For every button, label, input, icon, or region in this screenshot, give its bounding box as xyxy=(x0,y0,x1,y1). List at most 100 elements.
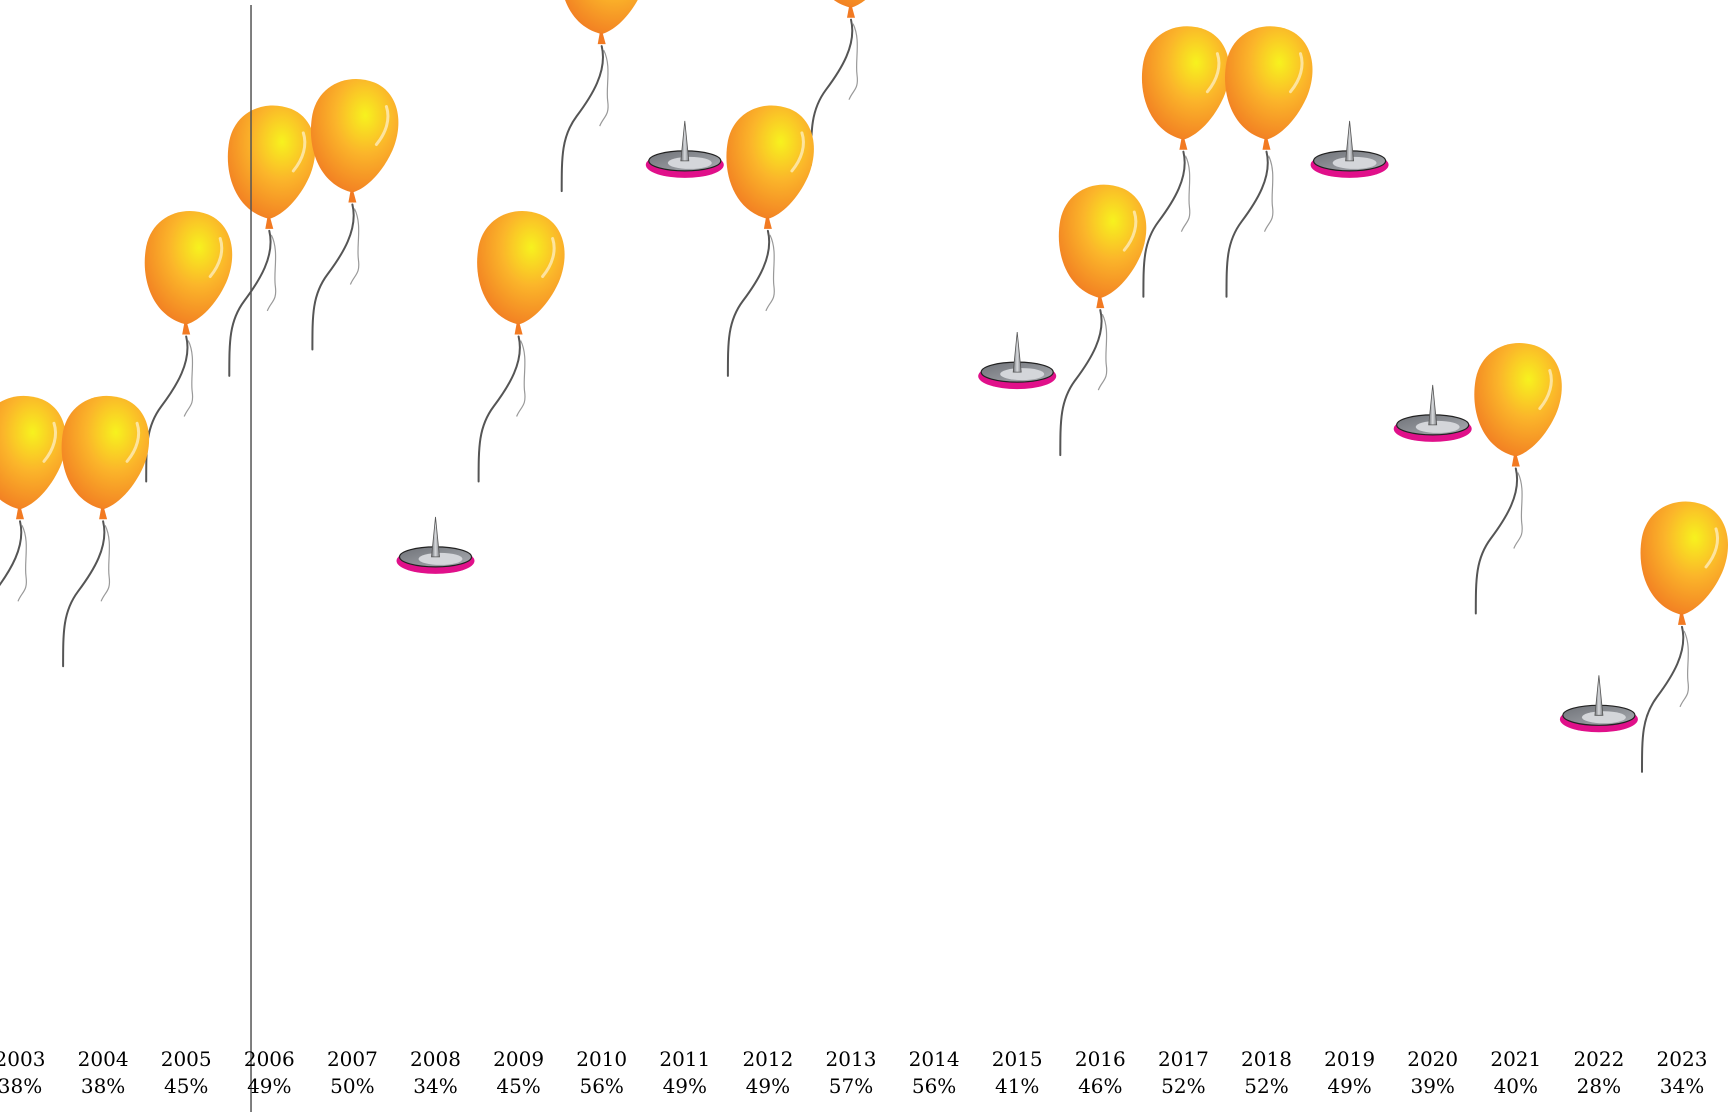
pin-plate-highlight xyxy=(1000,368,1045,381)
balloon-body xyxy=(565,0,638,35)
balloon-knot xyxy=(16,508,24,520)
year-label: 2012 xyxy=(742,1047,793,1071)
balloon-marker xyxy=(310,79,399,203)
percent-label: 45% xyxy=(496,1074,540,1098)
balloon-shine xyxy=(541,237,556,278)
balloon-strings xyxy=(0,18,1689,773)
balloon-shine xyxy=(374,105,390,146)
year-label: 2008 xyxy=(410,1047,461,1071)
year-label: 2006 xyxy=(244,1047,295,1071)
balloon-string-highlight xyxy=(266,234,277,312)
balloon-string xyxy=(1142,150,1186,298)
year-label: 2020 xyxy=(1407,1047,1458,1071)
balloon-shine xyxy=(291,131,307,173)
category-labels: 2003 38% 2004 38% 2005 45% 2006 49% 2007 50% 2008 3… xyxy=(0,1047,1707,1098)
balloon-string-highlight xyxy=(1679,630,1689,708)
pin-spike xyxy=(1594,675,1604,716)
percent-label: 38% xyxy=(81,1074,125,1098)
pin-marker xyxy=(1393,384,1472,442)
percent-label: 40% xyxy=(1494,1074,1538,1098)
balloon-knot xyxy=(1096,297,1105,309)
pin-marker xyxy=(978,332,1057,390)
year-label: 2009 xyxy=(493,1047,544,1071)
pin-marker xyxy=(645,120,724,178)
balloon-body xyxy=(1474,343,1562,457)
balloon-body xyxy=(1141,26,1230,140)
pin-spike xyxy=(680,120,690,162)
balloon-marker xyxy=(726,105,814,229)
balloon-string xyxy=(810,18,854,166)
balloon-shine xyxy=(125,421,141,463)
percent-label: 49% xyxy=(247,1074,291,1098)
balloon-marker xyxy=(1640,501,1728,625)
pin-spike xyxy=(1012,332,1022,373)
year-label: 2014 xyxy=(909,1047,960,1071)
year-label: 2013 xyxy=(826,1047,877,1071)
pin-spike xyxy=(1428,384,1438,426)
balloon-body xyxy=(0,395,66,510)
balloon-body xyxy=(1640,501,1728,615)
balloon-marker xyxy=(0,395,66,520)
data-markers xyxy=(0,0,1728,733)
pin-spike xyxy=(431,516,440,558)
balloon-string xyxy=(1641,625,1685,773)
pin-plate-highlight xyxy=(667,156,712,169)
year-label: 2016 xyxy=(1075,1047,1126,1071)
pin-marker xyxy=(396,516,475,574)
year-label: 2003 xyxy=(0,1047,45,1071)
balloon-string-highlight xyxy=(1180,155,1191,232)
balloon-string xyxy=(62,520,106,668)
balloon-body xyxy=(61,395,150,510)
percent-label: 34% xyxy=(1660,1074,1704,1098)
percent-label: 49% xyxy=(1327,1074,1371,1098)
balloon-string-highlight xyxy=(516,340,526,417)
balloon-string xyxy=(726,229,771,377)
balloon-knot xyxy=(1179,138,1188,150)
balloon-string-highlight xyxy=(1097,313,1108,391)
balloon-knot xyxy=(763,217,772,229)
balloon-marker xyxy=(833,0,866,18)
balloon-string-highlight xyxy=(1263,155,1274,232)
balloon-marker xyxy=(1474,343,1562,467)
year-label: 2018 xyxy=(1241,1047,1292,1071)
balloon-knot xyxy=(1262,138,1271,150)
balloon-body xyxy=(310,79,399,193)
year-label: 2010 xyxy=(576,1047,627,1071)
balloon-string xyxy=(0,520,23,587)
percent-label: 49% xyxy=(663,1074,707,1098)
percent-label: 41% xyxy=(995,1074,1039,1098)
balloon-shine xyxy=(1289,52,1304,94)
balloon-knot xyxy=(265,217,274,229)
balloon-knot xyxy=(348,191,357,203)
percent-label: 57% xyxy=(829,1074,873,1098)
percent-label: 39% xyxy=(1410,1074,1454,1098)
balloon-body xyxy=(227,105,316,219)
pin-plate-highlight xyxy=(1332,156,1377,169)
balloon-knot xyxy=(847,6,855,18)
pin-marker xyxy=(1310,120,1389,178)
year-label: 2022 xyxy=(1573,1047,1624,1071)
year-label: 2019 xyxy=(1324,1047,1375,1071)
balloon-string xyxy=(1225,150,1269,298)
balloon-marker xyxy=(477,211,565,335)
percent-label: 49% xyxy=(746,1074,790,1098)
pin-plate-highlight xyxy=(1581,711,1626,724)
balloon-marker xyxy=(61,395,150,520)
balloon-marker xyxy=(227,105,316,229)
balloon-string xyxy=(228,229,272,377)
balloon-string-highlight xyxy=(848,23,858,100)
year-label: 2011 xyxy=(659,1047,710,1071)
balloon-string-highlight xyxy=(17,525,27,602)
balloon-string-highlight xyxy=(349,208,360,285)
balloon-body xyxy=(833,0,866,8)
balloon-string xyxy=(145,335,189,483)
balloon-body xyxy=(144,211,233,325)
balloon-knot xyxy=(182,323,191,335)
balloon-body xyxy=(726,105,814,219)
pin-marker xyxy=(1559,675,1638,733)
balloon-shine xyxy=(1122,210,1138,252)
percent-label: 38% xyxy=(0,1074,42,1098)
percent-label: 50% xyxy=(330,1074,374,1098)
percent-label: 46% xyxy=(1078,1074,1122,1098)
